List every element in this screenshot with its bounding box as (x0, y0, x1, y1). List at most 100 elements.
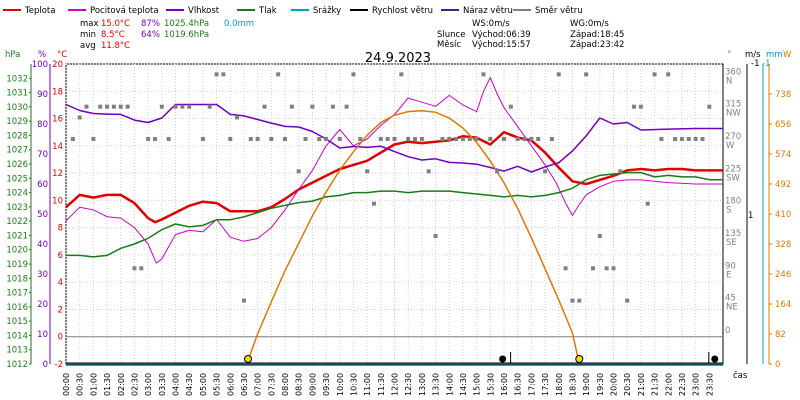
series-7-point-19 (207, 104, 212, 109)
series-7-point-77 (604, 266, 609, 271)
series-2-line (65, 103, 723, 173)
series-7-point-37 (330, 104, 335, 109)
legend-label-4: Srážky (313, 6, 341, 16)
pressure-tick-label: 1031 (6, 89, 28, 99)
pressure-tick-label: 1025 (6, 174, 28, 184)
humidity-tick-label: 60 (37, 180, 48, 190)
temperature-tick-label: 0 (58, 333, 63, 343)
pressure-tick-label: 1023 (6, 203, 28, 213)
x-tick-label: 10:00 (336, 373, 345, 396)
temperature-tick-label: 16 (52, 115, 63, 125)
temperature-tick-label: 12 (52, 169, 63, 179)
x-tick-label: 16:00 (500, 373, 509, 396)
temperature-tick-label: 20 (52, 60, 63, 70)
series-3-line (66, 171, 723, 258)
pressure-tick-label: 1022 (6, 217, 28, 227)
temperature-tick-label: 6 (58, 251, 63, 261)
x-tick-label: 07:00 (254, 373, 263, 396)
x-tick-label: 14:30 (459, 373, 468, 396)
series-7-point-15 (173, 104, 178, 109)
pressure-tick-label: 1029 (6, 117, 28, 127)
series-7-point-17 (187, 104, 192, 109)
series-7-point-34 (310, 104, 315, 109)
x-tick-label: 10:30 (349, 373, 358, 396)
x-tick-label: 22:00 (664, 373, 673, 396)
series-7-point-26 (255, 137, 260, 141)
wind-dir-compass-label: W (726, 141, 735, 151)
wind-speed-info: WS:0m/s (472, 19, 510, 29)
pressure-tick-label: 1016 (6, 303, 28, 313)
temperature-tick-label: 18 (52, 87, 63, 97)
humidity-tick-label: 90 (37, 90, 48, 100)
series-7-point-46 (392, 137, 397, 141)
x-tick-label: 05:30 (213, 373, 222, 396)
series-7-point-40 (351, 72, 356, 77)
series-7-point-90 (693, 137, 698, 141)
x-tick-label: 09:30 (322, 373, 331, 396)
x-tick-label: 03:00 (144, 373, 153, 396)
series-7-point-16 (180, 104, 185, 109)
series-7-point-43 (371, 201, 376, 206)
x-tick-label: 11:30 (377, 373, 386, 396)
x-tick-label: 22:30 (678, 373, 687, 396)
rain-tick-label: -1 (762, 59, 770, 69)
series-7-point-63 (508, 104, 513, 109)
series-7-point-18 (200, 137, 205, 141)
series-7-point-56 (460, 137, 465, 141)
x-tick-label: 13:30 (432, 373, 441, 396)
event-markers (244, 352, 719, 364)
humidity-tick-label: 70 (37, 150, 48, 160)
series-7-point-25 (248, 137, 253, 141)
legend-label-1: Pocitová teplota (90, 6, 159, 16)
series-7-point-65 (522, 137, 527, 141)
humidity-unit: % (38, 50, 46, 60)
pressure-tick-label: 1014 (6, 331, 28, 341)
series-7-point-24 (241, 298, 246, 303)
series-7-point-85 (659, 137, 664, 141)
pressure-tick-label: 1032 (6, 74, 28, 84)
x-tick-label: 19:30 (596, 373, 605, 396)
x-tick-label: 01:00 (89, 373, 98, 396)
radiation-tick-label: 246 (775, 270, 791, 280)
left-axes: 1012101310141015101610171018101910201021… (6, 60, 63, 370)
series-7-point-53 (440, 137, 445, 141)
pressure-tick-label: 1026 (6, 160, 28, 170)
x-tick-label: 20:00 (610, 373, 619, 396)
wind-speed-tick-label: -1 (751, 59, 759, 69)
series-7-point-38 (337, 137, 342, 141)
x-tick-label: 23:30 (705, 373, 714, 396)
wind-dir-tick-label: 315 (725, 100, 741, 110)
series-7-point-69 (549, 137, 554, 141)
series-7-point-20 (214, 72, 219, 77)
series-7-point-78 (611, 266, 616, 271)
wind-dir-tick-label: 180 (725, 197, 741, 207)
moonrise-marker (499, 355, 507, 363)
moon-label: Měsíc (437, 40, 461, 50)
legend-label-6: Náraz větru (463, 6, 513, 16)
series-7-point-86 (666, 72, 671, 77)
series-7-point-5 (105, 104, 110, 109)
series-7-point-0 (70, 137, 75, 141)
series-7-point-30 (283, 137, 287, 141)
stats-max-label: max (80, 19, 99, 29)
x-tick-label: 04:30 (185, 373, 194, 396)
series-7-point-72 (570, 298, 575, 303)
wind-dir-unit: ° (727, 50, 731, 60)
x-tick-label: 06:00 (226, 373, 235, 396)
x-tick-label: 17:00 (527, 373, 536, 396)
grid (65, 63, 723, 365)
radiation-tick-label: 164 (775, 300, 791, 310)
pressure-tick-label: 1028 (6, 131, 28, 141)
series-7-point-67 (536, 137, 541, 141)
stats-min-temp: 8.5°C (101, 30, 125, 40)
series-7-point-10 (139, 266, 144, 271)
wind-dir-tick-label: 135 (725, 229, 741, 239)
wind-dir-compass-label: N (726, 76, 732, 86)
x-tick-label: 15:30 (486, 373, 495, 396)
sun-label: Slunce (437, 30, 465, 40)
humidity-tick-label: 100 (32, 60, 48, 70)
pressure-tick-label: 1019 (6, 260, 28, 270)
series-7-point-88 (679, 137, 684, 141)
moonset-marker (711, 355, 719, 363)
series-7-point-76 (597, 233, 602, 238)
